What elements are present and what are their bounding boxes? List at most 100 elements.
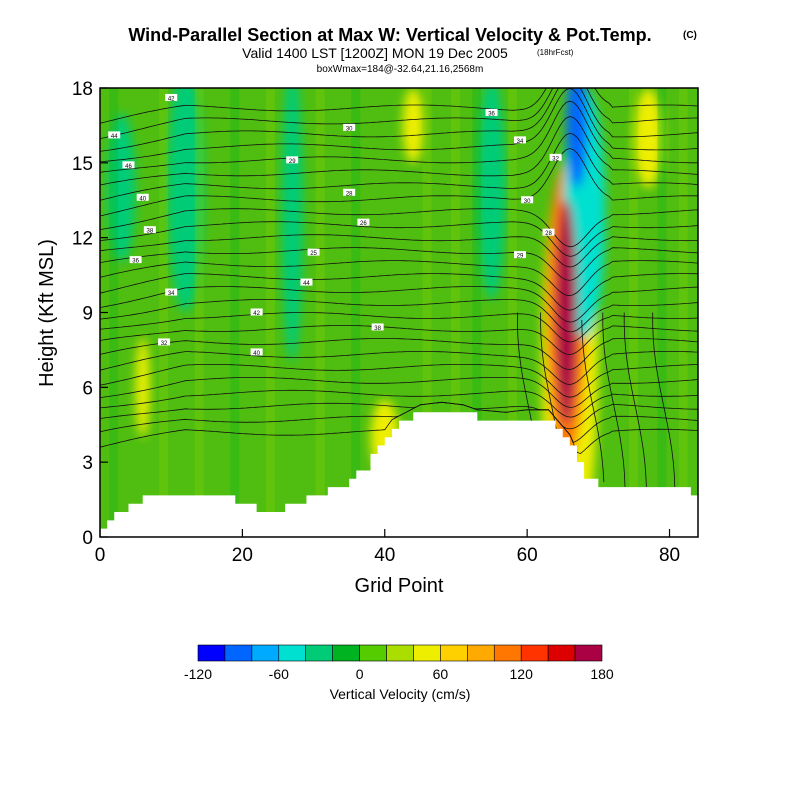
theta-label-bg-22 — [514, 251, 527, 259]
theta-label-0: 42 — [168, 96, 175, 102]
theta-label-19: 32 — [552, 156, 559, 162]
y-tick-label-18: 18 — [72, 79, 93, 100]
y-tick-label-12: 12 — [72, 229, 93, 250]
x-axis: 0 20 40 60 80 — [95, 529, 680, 566]
theta-contour-13 — [100, 260, 698, 297]
theta-label-20: 30 — [524, 199, 531, 205]
y-tick-label-9: 9 — [82, 304, 93, 325]
y-tick-label-6: 6 — [82, 378, 93, 399]
colorbar-tick-5: 180 — [590, 666, 614, 682]
colorbar-label: Vertical Velocity (cm/s) — [330, 686, 471, 702]
colorbar-swatch-10 — [467, 644, 495, 662]
theta-contour-7 — [100, 337, 698, 370]
colorbar-swatch-7 — [386, 644, 414, 662]
theta-label-bg-9 — [286, 156, 299, 164]
theta-label-bg-14 — [250, 308, 263, 316]
theta-contour-24 — [100, 88, 698, 139]
plot-area: 42 44 46 40 38 36 34 32 30 29 28 26 25 44 42 40 38 36 34 32… — [100, 88, 698, 537]
colorbar-swatch-3 — [278, 644, 307, 662]
theta-label-bg-3 — [136, 193, 149, 201]
theta-label-21: 28 — [545, 231, 552, 237]
colorbar-tick-3: 60 — [433, 666, 449, 682]
theta-label-8: 30 — [346, 126, 353, 132]
theta-contour-15 — [100, 234, 698, 268]
theta-contour-17 — [100, 208, 698, 248]
theta-contour-19 — [100, 132, 698, 201]
theta-label-11: 26 — [360, 221, 367, 227]
theta-label-22: 29 — [517, 254, 524, 260]
x-axis-label: Grid Point — [355, 575, 444, 597]
theta-contour-6 — [100, 351, 698, 385]
theta-label-6: 34 — [168, 291, 175, 297]
chart-subtitle: Valid 1400 LST [1200Z] MON 19 Dec 2005 — [242, 45, 508, 61]
theta-label-12: 25 — [310, 251, 317, 257]
theta-contour-20 — [100, 116, 698, 186]
theta-label-1: 44 — [111, 134, 118, 140]
theta-label-5: 36 — [132, 259, 139, 265]
theta-contour-10 — [100, 299, 698, 333]
velocity-cell-4 — [477, 88, 506, 300]
theta-label-bg-16 — [371, 323, 384, 331]
theta-label-bg-11 — [357, 218, 370, 226]
velocity-cell-7 — [107, 112, 136, 263]
velocity-cell-6 — [555, 200, 577, 425]
theta-label-9: 29 — [289, 159, 296, 165]
theta-contour-25 — [100, 88, 698, 124]
theta-contour-21 — [100, 100, 698, 173]
theta-label-18: 34 — [517, 139, 524, 145]
theta-contour-vertical-3 — [602, 312, 626, 488]
theta-contour-vertical-4 — [623, 312, 647, 488]
y-axis: 0 3 6 9 12 15 18 — [72, 79, 108, 549]
colorbar-tick-4: 120 — [510, 666, 534, 682]
colorbar-swatch-12 — [520, 644, 549, 662]
theta-label-bg-4 — [143, 226, 156, 234]
colorbar-swatch-2 — [251, 644, 280, 662]
velocity-streak-8 — [450, 88, 460, 537]
theta-label-14: 42 — [253, 311, 260, 317]
x-tick-label-60: 60 — [517, 545, 538, 566]
colorbar-swatch-11 — [493, 644, 522, 662]
colorbar-swatch-8 — [413, 644, 441, 662]
chart-subtitle2: boxWmax=184@-32.64,21.16,2568m — [317, 64, 484, 75]
velocity-cell-11 — [402, 88, 424, 163]
velocity-streak-4 — [265, 88, 275, 537]
theta-label-bg-20 — [521, 196, 534, 204]
velocity-streak-9 — [472, 88, 482, 537]
chart-title: Wind-Parallel Section at Max W: Vertical… — [128, 25, 651, 45]
theta-label-10: 28 — [346, 191, 353, 197]
colorbar-swatch-1 — [224, 644, 253, 662]
theta-contour-vertical-5 — [652, 312, 676, 488]
x-tick-label-80: 80 — [659, 545, 680, 566]
theta-label-7: 32 — [161, 341, 168, 347]
velocity-streak-12 — [657, 88, 667, 537]
colorbar-tick-1: -60 — [269, 666, 289, 682]
theta-label-3: 40 — [139, 196, 146, 202]
theta-contour-14 — [100, 247, 698, 281]
x-tick-label-0: 0 — [95, 545, 106, 566]
theta-label-bg-1 — [108, 131, 121, 139]
chart-subtitle-note: (18hrFcst) — [537, 48, 574, 57]
colorbar-swatch-6 — [359, 644, 387, 662]
theta-label-bg-8 — [343, 123, 356, 131]
theta-contour-2 — [100, 401, 698, 430]
colorbar-swatch-4 — [305, 644, 333, 662]
theta-label-bg-15 — [250, 348, 263, 356]
velocity-cell-5 — [281, 88, 303, 363]
velocity-streak-2 — [194, 88, 204, 537]
theta-contour-vertical-2 — [581, 319, 605, 483]
y-tick-label-0: 0 — [82, 528, 93, 549]
terrain-mask — [100, 412, 698, 537]
theta-contour-labels: 42 44 46 40 38 36 34 32 30 29 28 26 25 44 42 40 38 36 34 32… — [108, 93, 562, 357]
theta-contour-22 — [100, 88, 698, 163]
velocity-cell-12 — [135, 337, 150, 438]
theta-label-15: 40 — [253, 351, 260, 357]
y-tick-label-3: 3 — [82, 453, 93, 474]
velocity-cell-8 — [633, 88, 663, 188]
velocity-streak-0 — [109, 88, 119, 537]
theta-label-2: 46 — [125, 164, 132, 170]
theta-label-bg-18 — [514, 136, 527, 144]
theta-contour-3 — [100, 389, 698, 418]
theta-label-bg-7 — [158, 338, 171, 346]
theta-contour-4 — [100, 377, 698, 408]
